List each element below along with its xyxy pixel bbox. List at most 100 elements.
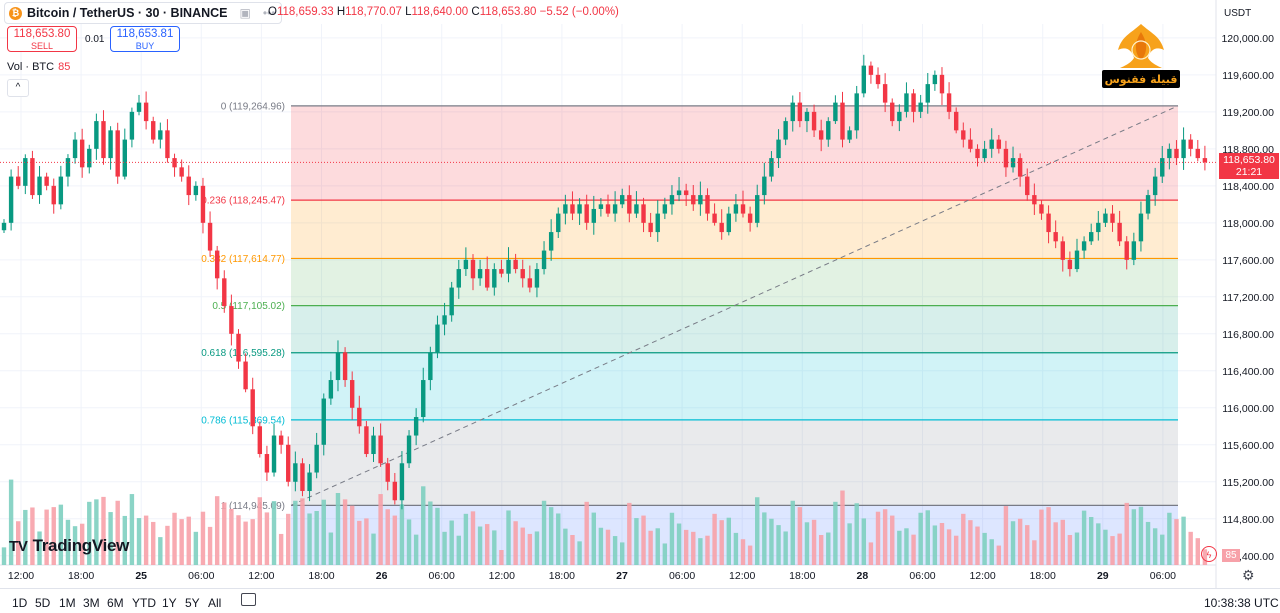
volume-bar [1, 547, 7, 565]
volume-bar [1025, 525, 1030, 565]
price-tick-label: 115,200.00 [1222, 477, 1274, 489]
range-1m-button[interactable]: 1M [59, 596, 76, 610]
sell-button[interactable]: 118,653.80 SELL [7, 26, 77, 52]
volume-bar [818, 535, 824, 565]
candle-body [570, 204, 575, 214]
brand-text: قبيلة فقنوس [1105, 73, 1178, 86]
volume-bar [399, 504, 405, 565]
volume-bar [577, 541, 582, 565]
candle-body [918, 102, 923, 112]
volume-bar [484, 524, 490, 565]
buy-label: BUY [135, 41, 155, 51]
fib-zone [291, 352, 1178, 420]
candle-body [1039, 204, 1044, 214]
candle-body [129, 111, 135, 140]
candle-body [357, 407, 362, 427]
volume-bar [747, 545, 753, 565]
candle-body [1181, 139, 1186, 159]
volume-bar [264, 512, 270, 565]
volume-bar [158, 537, 163, 565]
symbol-title[interactable]: Bitcoin / TetherUS · 30 · BINANCE [27, 6, 228, 20]
volume-bar [108, 512, 113, 565]
candle-body [1152, 176, 1158, 196]
range-ytd-button[interactable]: YTD [132, 596, 156, 610]
volume-bar [87, 501, 92, 565]
currency-label[interactable]: USDT [1224, 8, 1252, 19]
range-5d-button[interactable]: 5D [35, 596, 51, 610]
candle-body [1117, 222, 1122, 242]
volume-bar [890, 515, 895, 565]
candle-body [996, 139, 1002, 149]
volume-bar [627, 502, 632, 565]
volume-bar [293, 500, 298, 565]
candle-body [513, 259, 518, 270]
candle-body [904, 93, 909, 112]
volume-bar [854, 503, 859, 565]
range-1d-button[interactable]: 1D [12, 596, 28, 610]
bitcoin-logo-icon: ₿ [9, 6, 22, 20]
volume-bar [918, 512, 923, 565]
candle-body [1060, 241, 1065, 260]
volume-bar [23, 509, 28, 565]
candle-body [719, 222, 724, 233]
screenshot-icon[interactable]: ▣ [239, 6, 251, 20]
candle-body [826, 121, 831, 140]
candle-body [165, 130, 170, 159]
candle-body [30, 158, 35, 196]
alert-icon[interactable]: ϟ [1201, 546, 1217, 562]
buy-price: 118,653.81 [116, 28, 174, 40]
candle-body [520, 269, 525, 279]
volume-indicator-legend[interactable]: Vol · BTC 85 [7, 61, 71, 73]
calendar-icon[interactable] [241, 593, 256, 606]
volume-bar [534, 531, 540, 565]
fib-level-label: 0 (119,264.96) [221, 101, 285, 112]
candle-body [406, 435, 412, 464]
range-3m-button[interactable]: 3M [83, 596, 100, 610]
candle-body [286, 444, 291, 482]
volume-bar [726, 517, 732, 565]
volume-bar [1174, 519, 1179, 565]
price-chart[interactable]: 120,000.00 119,600.00 119,200.00 118,800.00… [0, 0, 1280, 590]
candle-body [939, 74, 945, 94]
range-5y-button[interactable]: 5Y [185, 596, 200, 610]
range-1y-button[interactable]: 1Y [162, 596, 177, 610]
volume-bar [200, 511, 206, 565]
gear-icon[interactable]: ⚙ [1242, 567, 1255, 583]
collapse-legend-button[interactable]: ^ [7, 79, 29, 97]
volume-bar [314, 511, 319, 565]
volume-bar [783, 531, 788, 565]
buy-button[interactable]: 118,653.81 BUY [110, 26, 180, 52]
volume-bar [719, 520, 724, 565]
candle-body [762, 176, 767, 196]
candle-body [548, 232, 554, 251]
candle-body [556, 213, 561, 233]
volume-bar [989, 539, 994, 565]
price-tick-label: 118,000.00 [1222, 218, 1274, 230]
volume-bar [392, 515, 398, 565]
candle-body [968, 139, 973, 149]
price-tick-label: 119,200.00 [1222, 107, 1274, 119]
candle-body [179, 167, 184, 177]
range-all-button[interactable]: All [208, 596, 222, 610]
price-tick-label: 114,800.00 [1222, 514, 1274, 526]
time-tick-label: 18:00 [68, 570, 94, 582]
volume-bar [975, 526, 980, 565]
candle-body [1110, 213, 1115, 223]
candle-body [1010, 158, 1016, 168]
candle-body [108, 130, 113, 159]
volume-bar [1138, 506, 1144, 565]
tradingview-branding[interactable]: TV TradingView [9, 536, 130, 555]
volume-bar [804, 522, 810, 565]
range-6m-button[interactable]: 6M [107, 596, 124, 610]
symbol-header[interactable]: ₿ Bitcoin / TetherUS · 30 · BINANCE ▣ ••… [4, 2, 283, 24]
candle-body [300, 463, 305, 492]
candle-body [1081, 241, 1087, 251]
utc-clock[interactable]: 10:38:38 UTC [1204, 596, 1279, 610]
candle-body [1131, 241, 1137, 260]
volume-bar [442, 531, 447, 565]
candle-body [87, 148, 92, 168]
candle-body [349, 380, 355, 408]
more-options-icon[interactable]: ••• [262, 6, 276, 20]
volume-bar [1003, 506, 1009, 565]
candle-body [79, 139, 85, 168]
